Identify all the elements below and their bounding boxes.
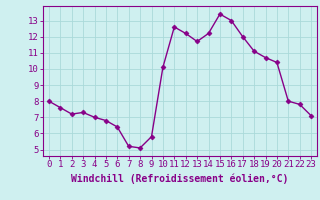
X-axis label: Windchill (Refroidissement éolien,°C): Windchill (Refroidissement éolien,°C) [71, 173, 289, 184]
